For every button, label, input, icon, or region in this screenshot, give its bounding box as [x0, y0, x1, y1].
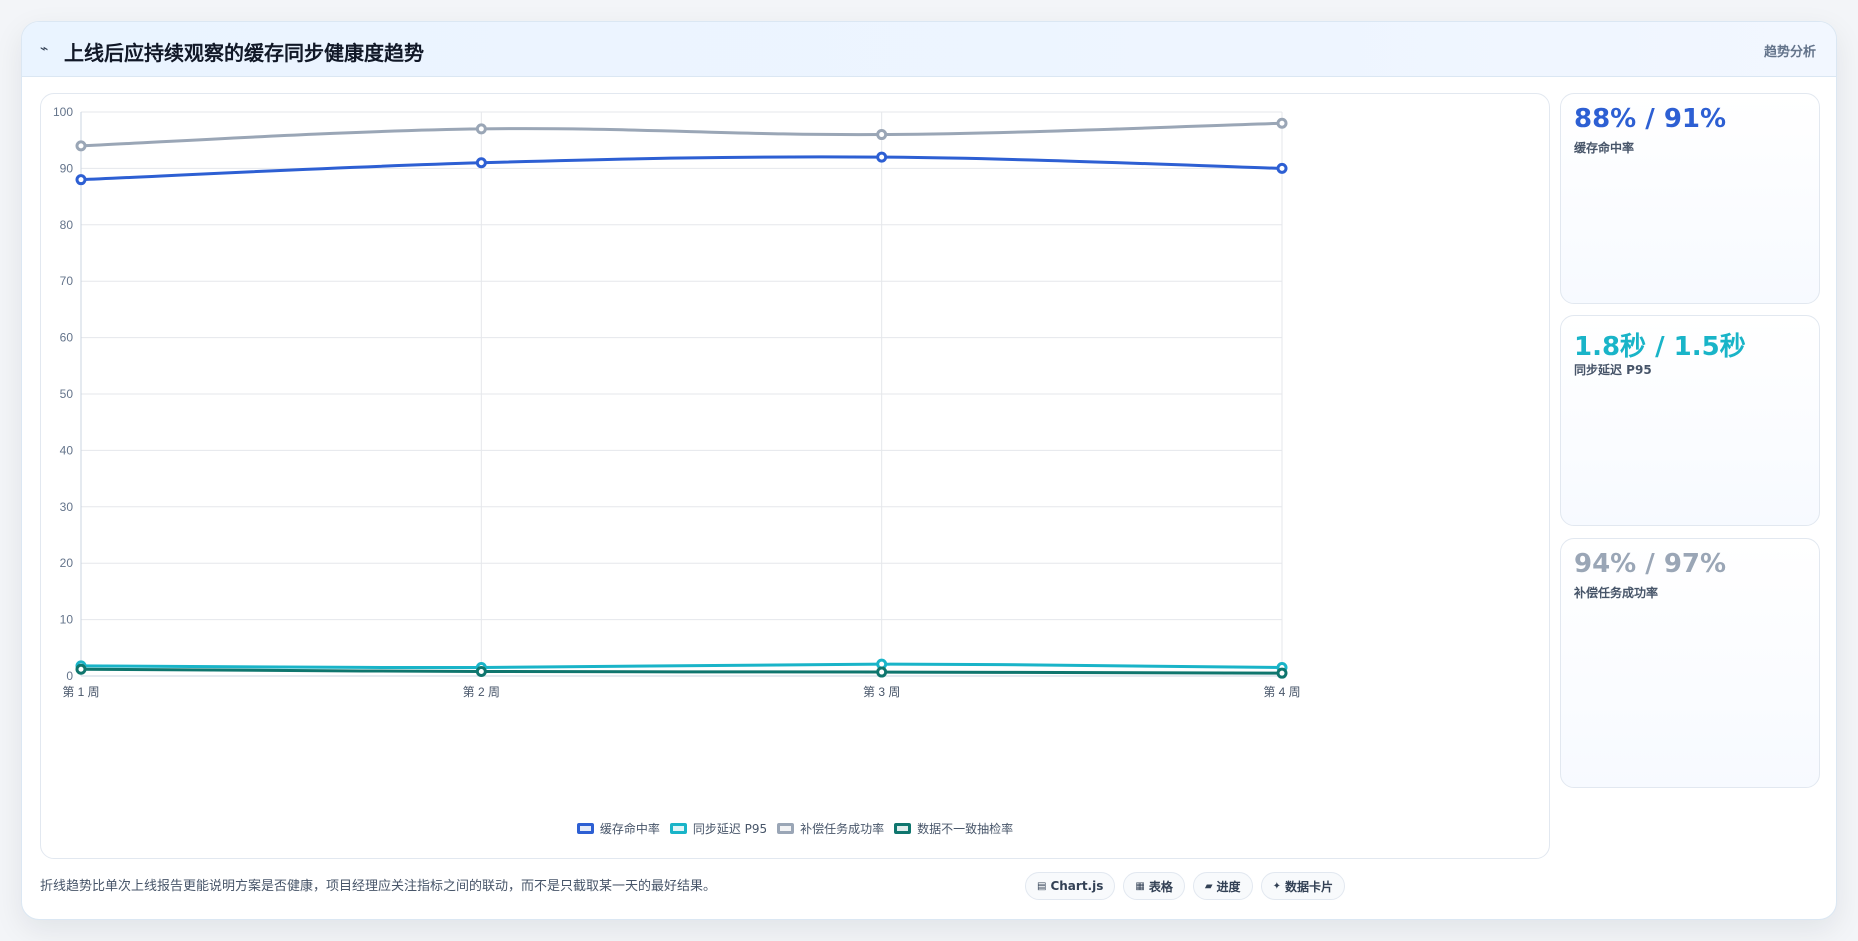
x-tick-label: 第 3 周	[863, 685, 900, 699]
chip-table[interactable]: ▦ 表格	[1123, 872, 1185, 900]
data-point	[475, 123, 487, 135]
legend-swatch	[669, 823, 687, 834]
footer-chip-group: ▤ Chart.js ▦ 表格 ▰ 进度 ✦ 数据卡片	[1025, 872, 1345, 900]
chip-label: Chart.js	[1050, 879, 1104, 893]
data-point	[876, 666, 888, 678]
footer-note: 折线趋势比单次上线报告更能说明方案是否健康，项目经理应关注指标之间的联动，而不是…	[40, 879, 717, 894]
series-line-3	[80, 121, 1283, 148]
data-point	[1276, 162, 1288, 174]
chip-label: 表格	[1148, 879, 1173, 894]
y-tick-label: 0	[66, 669, 73, 683]
table-icon: ▦	[1135, 880, 1145, 892]
y-tick-label: 20	[60, 556, 74, 570]
legend-label: 同步延迟 P95	[692, 822, 768, 836]
trend-card: ⌁ 上线后应持续观察的缓存同步健康度趋势 趋势分析 0 10 20 30 40 50 60 7…	[21, 21, 1837, 920]
x-tick-label: 第 2 周	[463, 685, 500, 699]
chart-legend: 缓存命中率 同步延迟 P95 补偿任务成功率 数据不一致抽检率	[41, 820, 1549, 837]
legend-label: 数据不一致抽检率	[917, 822, 1014, 836]
chip-data-card[interactable]: ✦ 数据卡片	[1260, 872, 1345, 900]
y-tick-label: 40	[60, 443, 74, 457]
y-tick-label: 100	[53, 105, 73, 119]
page-title: 上线后应持续观察的缓存同步健康度趋势	[64, 41, 424, 65]
series-line-2	[80, 662, 1283, 670]
data-point	[75, 174, 87, 186]
legend-label: 补偿任务成功率	[800, 822, 885, 836]
chart-icon: ▤	[1037, 880, 1047, 892]
series-line-1	[80, 155, 1283, 182]
chip-chartjs[interactable]: ▤ Chart.js	[1025, 872, 1116, 900]
data-point	[75, 663, 87, 675]
metric-label: 缓存命中率	[1574, 141, 1635, 155]
data-point	[876, 129, 888, 141]
section-tag: 趋势分析	[1763, 45, 1816, 60]
x-tick-label: 第 1 周	[62, 685, 99, 699]
y-tick-label: 70	[60, 274, 74, 288]
y-tick-label: 80	[60, 218, 74, 232]
y-tick-label: 10	[60, 613, 74, 627]
legend-swatch	[777, 823, 795, 834]
x-tick-label: 第 4 周	[1263, 685, 1300, 699]
chip-label: 数据卡片	[1284, 879, 1333, 894]
metric-value: 1.8秒 / 1.5秒	[1574, 332, 1746, 362]
line-chart: 0 10 20 30 40 50 60 70 80 90 100 第 1 周 第 2 周 第 3 周 第 4…	[53, 105, 1301, 699]
y-tick-label: 60	[60, 331, 74, 345]
data-point	[876, 151, 888, 163]
metric-card-compensation-success: 94% / 97% 补偿任务成功率	[1560, 538, 1820, 788]
metric-card-cache-hit: 88% / 91% 缓存命中率	[1560, 93, 1820, 304]
y-tick-label: 50	[60, 387, 74, 401]
series-line-4	[80, 667, 1283, 675]
data-point	[75, 140, 87, 152]
metric-value: 94% / 97%	[1574, 549, 1727, 579]
data-point	[475, 157, 487, 169]
line-chart-icon: ⌁	[40, 41, 49, 57]
legend-item[interactable]: 同步延迟 P95	[669, 820, 768, 837]
data-point	[1276, 117, 1288, 129]
legend-item[interactable]: 缓存命中率	[576, 820, 660, 837]
chart-panel: 0 10 20 30 40 50 60 70 80 90 100 第 1 周 第 2 周 第 3 周 第 4…	[40, 93, 1550, 859]
y-tick-label: 90	[60, 161, 74, 175]
legend-label: 缓存命中率	[599, 822, 660, 836]
metric-value: 88% / 91%	[1574, 104, 1727, 134]
card-header: ⌁ 上线后应持续观察的缓存同步健康度趋势 趋势分析	[22, 22, 1836, 77]
metric-label: 补偿任务成功率	[1574, 586, 1659, 600]
legend-swatch	[576, 823, 594, 834]
y-tick-label: 30	[60, 500, 74, 514]
card-icon: ✦	[1272, 880, 1281, 892]
progress-icon: ▰	[1204, 880, 1213, 892]
chip-progress[interactable]: ▰ 进度	[1192, 872, 1253, 900]
legend-swatch	[894, 823, 912, 834]
metric-card-sync-latency: 1.8秒 / 1.5秒 同步延迟 P95	[1560, 315, 1820, 526]
data-point	[1276, 667, 1288, 679]
metric-label: 同步延迟 P95	[1574, 363, 1652, 377]
data-point	[475, 665, 487, 677]
chip-label: 进度	[1216, 879, 1241, 894]
legend-item[interactable]: 数据不一致抽检率	[894, 820, 1013, 837]
legend-item[interactable]: 补偿任务成功率	[777, 820, 884, 837]
